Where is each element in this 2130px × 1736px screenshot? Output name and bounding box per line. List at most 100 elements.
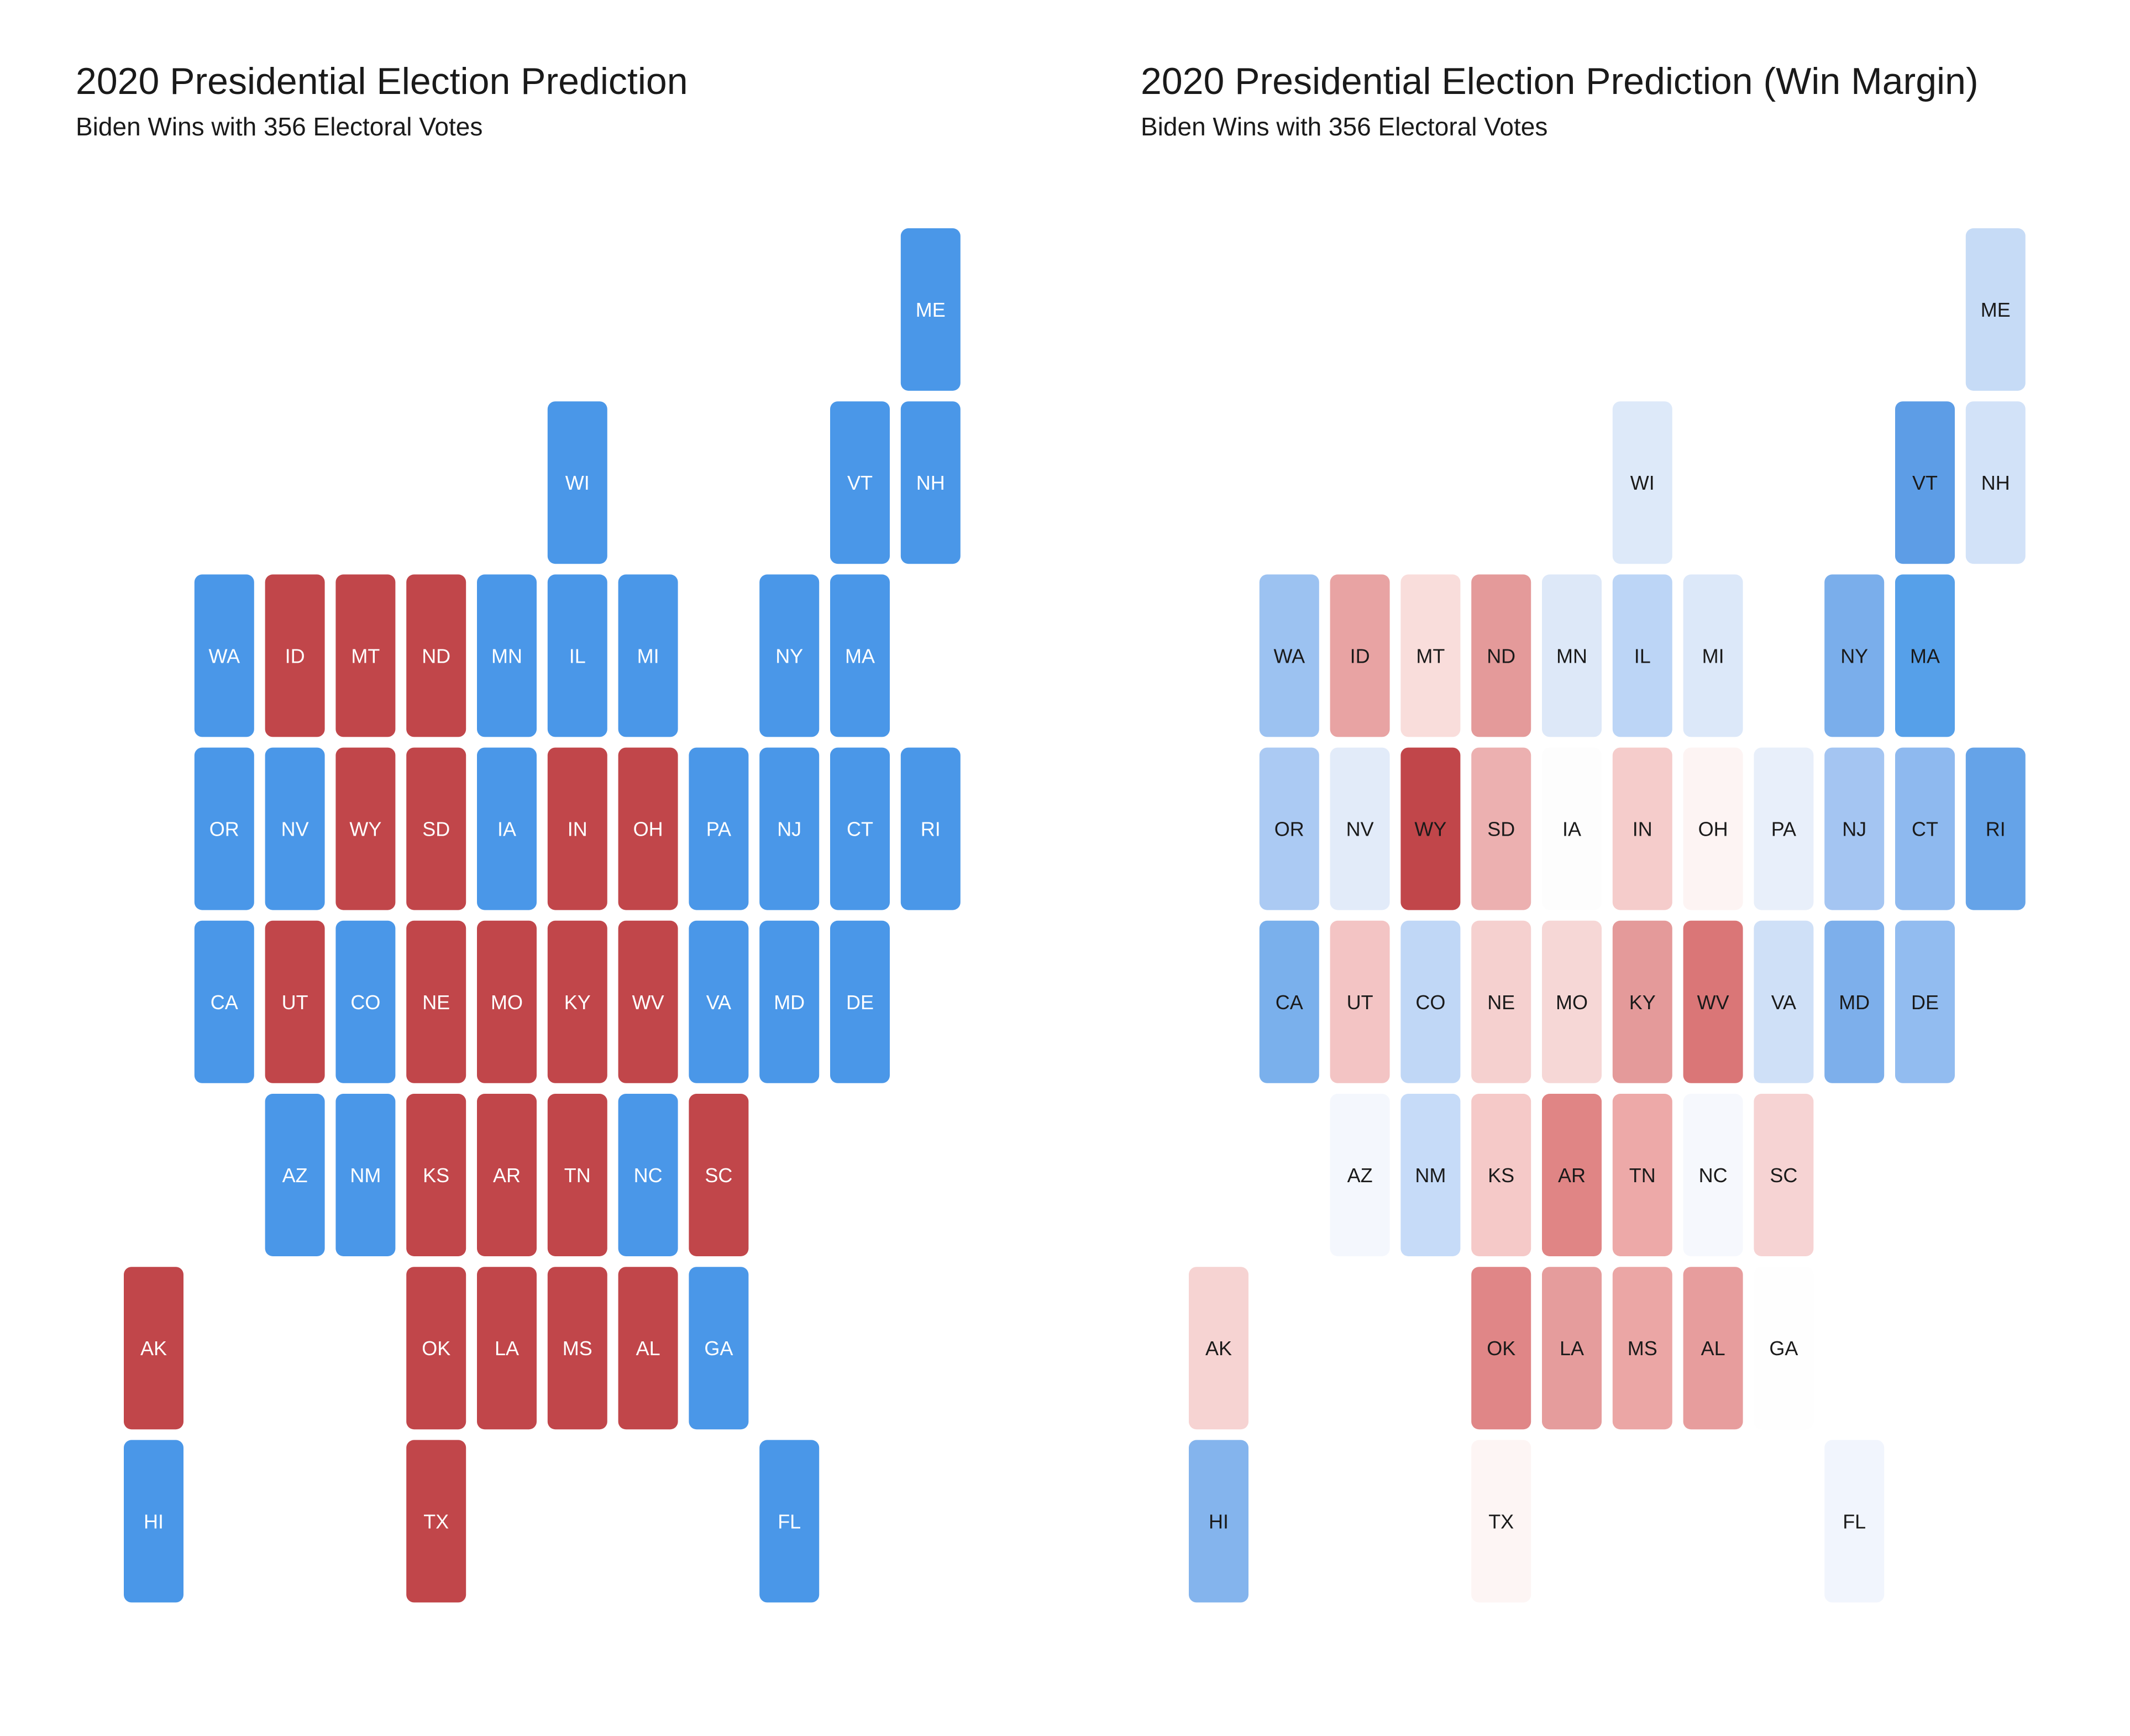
state-label: NC xyxy=(1699,1164,1728,1187)
state-tile-rect xyxy=(335,574,396,737)
state-label: MA xyxy=(1910,644,1940,667)
chart-subtitle: Biden Wins with 356 Electoral Votes xyxy=(76,112,483,141)
state-label: NY xyxy=(1840,644,1868,667)
state-tile-mi: MI xyxy=(1683,574,1743,737)
state-tile-nj: NJ xyxy=(759,747,820,910)
state-tile-rect xyxy=(1612,574,1672,737)
state-tile-rect xyxy=(1612,401,1672,564)
state-tile-ct: CT xyxy=(830,747,890,910)
state-tile-ga: GA xyxy=(689,1267,749,1430)
state-tile-sd: SD xyxy=(1471,747,1531,910)
state-label: NH xyxy=(916,471,945,494)
state-label: VT xyxy=(847,471,873,494)
state-label: NM xyxy=(350,1164,381,1187)
state-tile-ny: NY xyxy=(1824,574,1885,737)
state-label: IN xyxy=(1633,818,1652,841)
state-tile-hi: HI xyxy=(1189,1440,1248,1603)
state-tile-rect xyxy=(194,747,254,910)
state-tile-rect xyxy=(1683,1094,1743,1256)
state-tile-nm: NM xyxy=(1400,1094,1461,1256)
state-label: TN xyxy=(564,1164,591,1187)
state-tile-rect xyxy=(1612,1094,1672,1256)
state-tile-rect xyxy=(1542,574,1602,737)
state-label: ND xyxy=(1487,644,1515,667)
state-label: AK xyxy=(140,1337,167,1360)
state-tile-mn: MN xyxy=(477,574,537,737)
state-label: WA xyxy=(208,644,240,667)
state-tile-co: CO xyxy=(1400,920,1461,1083)
state-tile-rect xyxy=(1683,920,1743,1083)
state-label: KS xyxy=(1488,1164,1514,1187)
state-tile-rect xyxy=(1471,920,1531,1083)
state-tile-rect xyxy=(194,920,254,1083)
state-tile-rect xyxy=(265,747,325,910)
state-tile-rect xyxy=(547,920,607,1083)
state-label: MA xyxy=(845,644,875,667)
chart-panel-margin: 2020 Presidential Election Prediction (W… xyxy=(1065,0,2130,1736)
state-tile-rect xyxy=(335,747,396,910)
state-label: CT xyxy=(1912,818,1938,841)
state-label: OH xyxy=(633,818,663,841)
state-tile-co: CO xyxy=(335,920,396,1083)
state-label: AK xyxy=(1205,1337,1232,1360)
state-tile-rect xyxy=(618,1267,678,1430)
state-label: SC xyxy=(705,1164,732,1187)
state-label: WY xyxy=(1414,818,1446,841)
state-label: CT xyxy=(847,818,873,841)
state-tile-mt: MT xyxy=(1400,574,1461,737)
state-label: CA xyxy=(1276,991,1303,1014)
state-label: WV xyxy=(1697,991,1729,1014)
state-label: WA xyxy=(1273,644,1305,667)
state-label: DE xyxy=(1911,991,1939,1014)
state-tile-rect xyxy=(1754,1267,1814,1430)
state-label: MO xyxy=(1556,991,1588,1014)
state-tile-ne: NE xyxy=(1471,920,1531,1083)
state-tile-rect xyxy=(1400,1094,1461,1256)
state-label: UT xyxy=(1347,991,1373,1014)
chart-panel-winner: 2020 Presidential Election Prediction Bi… xyxy=(76,60,961,1603)
state-tile-rect xyxy=(1330,747,1390,910)
state-tile-id: ID xyxy=(1330,574,1390,737)
state-label: WI xyxy=(1630,471,1655,494)
state-label: PA xyxy=(1771,818,1796,841)
state-tile-in: IN xyxy=(547,747,607,910)
state-tile-va: VA xyxy=(1754,920,1814,1083)
state-label: AL xyxy=(636,1337,660,1360)
state-tile-rect xyxy=(830,920,890,1083)
state-tile-ar: AR xyxy=(1542,1094,1602,1256)
state-tile-rect xyxy=(1471,574,1531,737)
state-tile-rect xyxy=(1824,920,1885,1083)
state-tile-ca: CA xyxy=(194,920,254,1083)
state-tile-in: IN xyxy=(1612,747,1672,910)
state-label: MI xyxy=(1702,644,1724,667)
state-tile-tn: TN xyxy=(1612,1094,1672,1256)
state-tile-vt: VT xyxy=(1895,401,1955,564)
state-tile-tx: TX xyxy=(1471,1440,1531,1603)
state-label: VA xyxy=(706,991,731,1014)
chart-title: 2020 Presidential Election Prediction xyxy=(76,60,688,102)
state-label: MI xyxy=(637,644,659,667)
state-tile-tx: TX xyxy=(406,1440,466,1603)
state-label: CO xyxy=(350,991,380,1014)
state-label: WI xyxy=(565,471,590,494)
state-tile-rect xyxy=(1612,1267,1672,1430)
state-label: AR xyxy=(493,1164,521,1187)
state-label: IA xyxy=(497,818,516,841)
tile-map-winner: ME WI VT NH WA ID MT ND MN IL MI NY MA OR NV WY SD IA IN OH… xyxy=(124,228,961,1603)
state-label: HI xyxy=(1209,1510,1229,1533)
state-tile-pa: PA xyxy=(1754,747,1814,910)
state-tile-sd: SD xyxy=(406,747,466,910)
state-tile-rect xyxy=(1471,1094,1531,1256)
state-label: NY xyxy=(775,644,803,667)
state-tile-rect xyxy=(477,920,537,1083)
state-label: UT xyxy=(282,991,308,1014)
state-label: NJ xyxy=(777,818,801,841)
state-tile-de: DE xyxy=(830,920,890,1083)
state-tile-rect xyxy=(265,1094,325,1256)
state-tile-la: LA xyxy=(477,1267,537,1430)
state-tile-rect xyxy=(689,920,749,1083)
state-tile-rect xyxy=(1330,920,1390,1083)
state-tile-or: OR xyxy=(1259,747,1319,910)
state-tile-rect xyxy=(1471,1440,1531,1603)
chart-title: 2020 Presidential Election Prediction (W… xyxy=(1141,60,1979,102)
